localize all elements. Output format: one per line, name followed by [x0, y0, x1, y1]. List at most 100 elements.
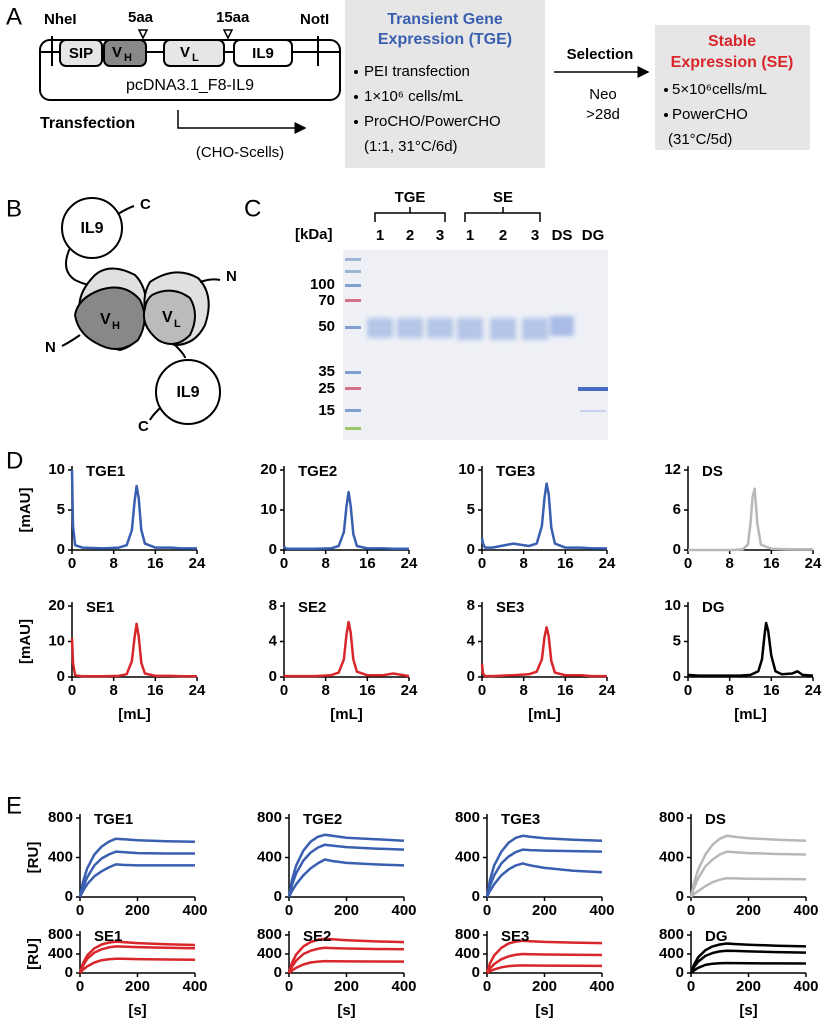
chart: 0 400 800 0 200 400 TGE3: [455, 809, 615, 919]
selection-duration: >28d: [586, 106, 620, 123]
y-tick-label: 0: [472, 888, 480, 905]
site-label: NotI: [300, 11, 329, 28]
box-note: (31°C/5d): [668, 131, 732, 148]
linker-label: 5aa: [128, 9, 154, 26]
series-line: [287, 858, 405, 898]
y-tick-label: 0: [676, 888, 684, 905]
x-tick-label: 0: [76, 902, 84, 919]
group-label: SE: [493, 189, 513, 206]
y-tick-label: 0: [65, 964, 73, 981]
plasmid-label: pcDNA3.1_F8-IL9: [126, 77, 254, 94]
lane-label: 2: [406, 227, 414, 244]
y-tick-label: 0: [673, 668, 681, 685]
series-line: [690, 961, 807, 974]
series-line: [70, 622, 197, 678]
panel-letter: B: [6, 195, 22, 222]
chart-title: DS: [702, 463, 723, 480]
x-tick-label: 16: [147, 555, 164, 572]
x-tick-label: 0: [68, 555, 76, 572]
x-tick-label: 0: [684, 555, 692, 572]
x-axis-label: [s]: [535, 1002, 553, 1019]
x-tick-label: 200: [125, 978, 150, 995]
x-tick-label: 16: [557, 682, 574, 699]
selection-agent: Neo: [589, 86, 617, 103]
x-tick-label: 16: [359, 682, 376, 699]
x-tick-label: 200: [125, 902, 150, 919]
marker-label: 100: [310, 276, 335, 293]
linker: [61, 278, 221, 359]
vh-box: [103, 39, 147, 67]
series-line: [486, 964, 603, 975]
y-tick-label: 0: [269, 541, 277, 558]
chart: 0 5 10 0 8 16 24 TGE1 [mAU]: [17, 461, 206, 572]
panel-letter: E: [6, 792, 22, 819]
chart: 0 400 800 0 200 400 DS: [659, 809, 819, 919]
y-tick-label: 20: [260, 461, 277, 478]
chart: 0 4 8 0 8 16 24 SE2 [mL]: [269, 597, 418, 723]
chart-title: TGE3: [501, 811, 540, 828]
x-tick-label: 400: [182, 978, 207, 995]
box-title: Expression (TGE): [378, 31, 512, 48]
step-label: Selection: [567, 46, 634, 63]
y-tick-label: 0: [57, 668, 65, 685]
x-tick-label: 400: [793, 978, 818, 995]
x-tick-label: 400: [589, 902, 614, 919]
series-line: [485, 848, 603, 898]
series-line: [689, 949, 807, 974]
terminus-label: N: [45, 339, 56, 356]
x-tick-label: 16: [147, 682, 164, 699]
x-tick-label: 0: [483, 978, 491, 995]
y-axis-label: [RU]: [25, 842, 42, 874]
x-tick-label: 24: [189, 682, 206, 699]
lane-label: 1: [376, 227, 384, 244]
series-line: [690, 876, 807, 898]
gel: [343, 250, 608, 440]
linker-mark: [137, 29, 234, 40]
series-line: [283, 620, 410, 678]
y-tick-label: 0: [274, 964, 282, 981]
x-tick-label: 24: [401, 682, 418, 699]
box-item: 1×10⁶ cells/mL: [364, 88, 463, 105]
bullet: [664, 113, 668, 117]
series-line: [480, 626, 607, 678]
unit-label: [kDa]: [295, 226, 333, 243]
x-tick-label: 24: [599, 682, 616, 699]
bracket: [374, 207, 541, 222]
panel-b: B C IL9 N V H V L N IL9 C: [6, 195, 237, 435]
y-tick-label: 0: [269, 668, 277, 685]
x-tick-label: 8: [321, 555, 329, 572]
series-line: [485, 939, 603, 974]
cell-label: (CHO-Scells): [196, 144, 284, 161]
chart-title: SE2: [303, 928, 331, 945]
chart-title: TGE2: [303, 811, 342, 828]
x-axis-label: [s]: [739, 1002, 757, 1019]
y-tick-label: 0: [673, 541, 681, 558]
marker-lane: [345, 258, 361, 430]
x-tick-label: 200: [532, 978, 557, 995]
panel-letter: C: [244, 195, 261, 222]
lane-label: DS: [552, 227, 573, 244]
series-line: [485, 834, 603, 898]
series-line: [485, 862, 603, 898]
chart: 0 400 800 0 200 400 TGE1 [RU]: [25, 809, 208, 919]
chart-title: SE3: [496, 599, 524, 616]
series-line: [689, 850, 807, 898]
x-tick-label: 200: [334, 978, 359, 995]
series-line: [687, 487, 813, 552]
y-tick-label: 12: [664, 461, 681, 478]
y-tick-label: 400: [659, 945, 684, 962]
y-tick-label: 5: [673, 632, 681, 649]
x-tick-label: 16: [359, 555, 376, 572]
il9-label: IL9: [80, 220, 103, 237]
x-axis-label: [mL]: [734, 706, 767, 723]
y-tick-label: 10: [48, 461, 65, 478]
y-tick-label: 20: [48, 597, 65, 614]
y-tick-label: 0: [274, 888, 282, 905]
bullet: [354, 70, 358, 74]
y-tick-label: 0: [467, 541, 475, 558]
y-tick-label: 800: [257, 926, 282, 943]
x-tick-label: 200: [736, 978, 761, 995]
sip-label: SIP: [69, 45, 93, 62]
